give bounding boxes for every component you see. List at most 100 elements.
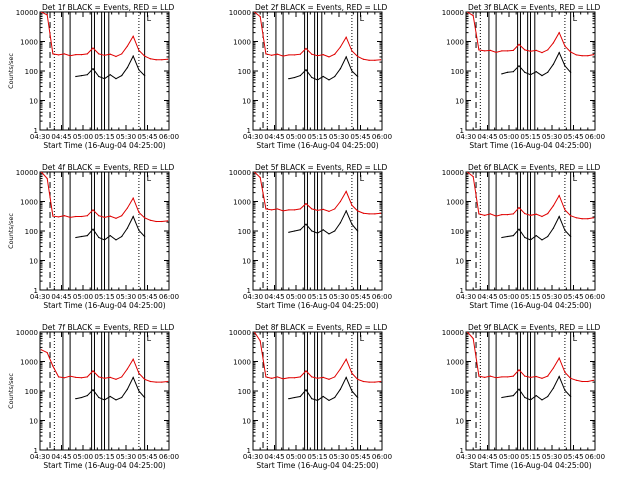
data-point-lld bbox=[552, 42, 555, 44]
data-point-lld bbox=[362, 212, 364, 214]
x-tick-label: 05:15 bbox=[307, 293, 327, 301]
data-point-lld bbox=[489, 213, 491, 215]
panel-title: Det 5f BLACK = Events, RED = LLD bbox=[255, 163, 388, 172]
data-point-lld bbox=[506, 213, 509, 216]
data-point-lld bbox=[161, 220, 163, 223]
data-point-lld bbox=[121, 53, 123, 55]
data-point-lld bbox=[495, 377, 497, 379]
data-point-lld bbox=[138, 372, 140, 374]
data-point-events bbox=[121, 74, 123, 77]
data-point-events bbox=[524, 236, 526, 239]
x-axis-label: Start Time (16-Aug-04 04:25:00) bbox=[43, 141, 165, 150]
data-point-lld bbox=[592, 379, 595, 381]
data-point-lld bbox=[524, 212, 526, 215]
data-point-lld bbox=[253, 332, 256, 333]
data-point-lld bbox=[58, 54, 60, 56]
data-point-events bbox=[570, 71, 572, 73]
interval-lines bbox=[49, 172, 146, 290]
series-group bbox=[40, 349, 169, 401]
y-tick-label: 1 bbox=[247, 287, 251, 295]
series-line-events bbox=[501, 375, 571, 401]
y-tick-label: 1000 bbox=[233, 39, 251, 47]
data-point-events bbox=[357, 230, 359, 232]
x-tick-label: 04:30 bbox=[30, 453, 50, 461]
data-point-events bbox=[357, 396, 359, 399]
data-point-lld bbox=[311, 376, 313, 378]
y-tick-label: 100 bbox=[25, 68, 38, 76]
data-point-lld bbox=[311, 208, 313, 210]
data-point-lld bbox=[259, 340, 261, 342]
data-point-lld bbox=[529, 50, 532, 52]
x-axis-label: Start Time (16-Aug-04 04:25:00) bbox=[469, 301, 591, 310]
x-tick-label: 05:00 bbox=[499, 133, 519, 141]
interval-lines bbox=[262, 12, 359, 130]
x-axis-label: Start Time (16-Aug-04 04:25:00) bbox=[256, 301, 378, 310]
data-point-lld bbox=[587, 380, 589, 383]
data-point-events bbox=[564, 229, 566, 231]
data-point-lld bbox=[276, 53, 278, 55]
data-point-events bbox=[126, 67, 129, 69]
data-point-lld bbox=[259, 15, 261, 18]
data-point-events bbox=[351, 70, 353, 72]
data-point-lld bbox=[75, 53, 77, 56]
x-tick-label: 05:45 bbox=[563, 133, 583, 141]
panel-det-5: 1 10 100 1000 10000 04:30 04:45 05:00 05:15 05:30… bbox=[229, 163, 392, 310]
data-point-lld bbox=[362, 380, 364, 383]
data-point-lld bbox=[518, 369, 520, 371]
y-tick-label: 1 bbox=[34, 447, 38, 455]
y-tick-label: 100 bbox=[238, 68, 251, 76]
x-tick-label: 05:30 bbox=[116, 293, 136, 301]
data-point-events bbox=[299, 74, 301, 77]
data-point-events bbox=[334, 230, 336, 232]
data-point-lld bbox=[564, 45, 566, 47]
data-point-events bbox=[512, 394, 514, 397]
x-tick-label: 06:00 bbox=[159, 133, 179, 141]
y-tick-label: 1000 bbox=[446, 359, 464, 367]
data-point-lld bbox=[535, 213, 537, 215]
data-point-lld bbox=[357, 378, 359, 380]
data-point-lld bbox=[305, 370, 307, 372]
data-point-events bbox=[328, 79, 330, 81]
data-point-lld bbox=[299, 376, 301, 378]
y-tick-label: 10000 bbox=[442, 169, 464, 177]
y-tick-label: 100 bbox=[451, 68, 464, 76]
data-point-events bbox=[570, 235, 572, 238]
y-tick-label: 100 bbox=[238, 228, 251, 236]
y-tick-label: 10 bbox=[29, 418, 38, 426]
data-point-lld bbox=[46, 352, 48, 354]
data-point-lld bbox=[52, 53, 54, 55]
x-tick-label: 04:45 bbox=[264, 293, 284, 301]
data-point-events bbox=[92, 228, 94, 230]
data-point-events bbox=[501, 396, 503, 399]
x-tick-label: 04:45 bbox=[51, 293, 71, 301]
interval-lines bbox=[475, 332, 572, 450]
data-point-lld bbox=[552, 367, 555, 369]
data-point-lld bbox=[149, 380, 151, 383]
data-point-events bbox=[126, 227, 129, 229]
x-tick-label: 06:00 bbox=[372, 133, 392, 141]
data-point-events bbox=[132, 215, 134, 218]
data-point-lld bbox=[506, 50, 509, 52]
data-point-lld bbox=[478, 213, 480, 215]
data-point-lld bbox=[564, 209, 566, 211]
data-point-events bbox=[86, 234, 88, 237]
data-point-lld bbox=[103, 377, 106, 379]
panel-det-4: 1 10 100 1000 10000 04:30 04:45 05:00 05:15 05:30… bbox=[7, 163, 179, 310]
panel-title: Det 2f BLACK = Events, RED = LLD bbox=[255, 3, 388, 12]
data-point-lld bbox=[339, 46, 342, 48]
data-point-lld bbox=[472, 337, 474, 340]
data-point-events bbox=[75, 236, 77, 239]
data-point-lld bbox=[46, 14, 48, 16]
panel-det-9: 1 10 100 1000 10000 04:30 04:45 05:00 05:15 05:30… bbox=[442, 323, 605, 470]
data-point-lld bbox=[374, 213, 376, 215]
x-tick-label: 05:45 bbox=[137, 293, 157, 301]
x-tick-label: 05:15 bbox=[520, 133, 540, 141]
data-point-lld bbox=[558, 194, 560, 197]
data-point-events bbox=[92, 68, 94, 70]
data-point-lld bbox=[339, 368, 342, 370]
x-tick-label: 06:00 bbox=[585, 293, 605, 301]
data-point-lld bbox=[489, 375, 491, 377]
data-point-events bbox=[552, 387, 555, 389]
panel-det-8: 1 10 100 1000 10000 04:30 04:45 05:00 05:15 05:30… bbox=[229, 323, 392, 470]
data-point-lld bbox=[86, 215, 88, 217]
